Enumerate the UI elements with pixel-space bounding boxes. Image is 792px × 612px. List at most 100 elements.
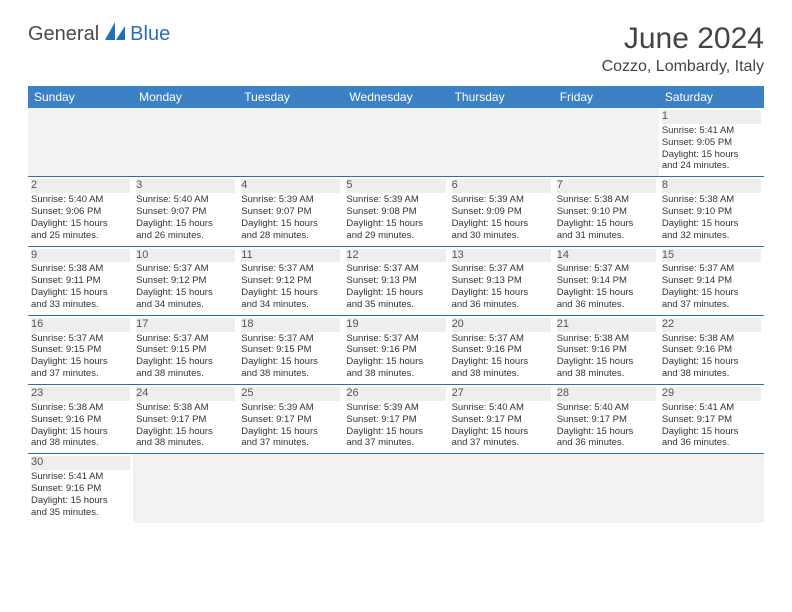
day-info-line: and 35 minutes. [31, 507, 130, 519]
day-cell: 5Sunrise: 5:39 AMSunset: 9:08 PMDaylight… [343, 177, 448, 246]
day-number: 4 [241, 179, 340, 193]
day-info-line: Sunrise: 5:40 AM [136, 194, 235, 206]
weeks-container: 1Sunrise: 5:41 AMSunset: 9:05 PMDaylight… [28, 108, 764, 523]
day-info-line: Daylight: 15 hours [452, 287, 551, 299]
day-info-line: Daylight: 15 hours [346, 356, 445, 368]
month-title: June 2024 [602, 22, 764, 56]
day-info-line: Daylight: 15 hours [136, 426, 235, 438]
day-number: 10 [136, 249, 235, 263]
day-info-line: Sunset: 9:10 PM [557, 206, 656, 218]
day-cell: 9Sunrise: 5:38 AMSunset: 9:11 PMDaylight… [28, 247, 133, 316]
day-number: 24 [136, 387, 235, 401]
day-cell-blank [659, 454, 764, 522]
day-info-line: Sunrise: 5:39 AM [241, 194, 340, 206]
day-info-line: and 30 minutes. [452, 230, 551, 242]
day-cell-blank [449, 454, 554, 522]
calendar: SundayMondayTuesdayWednesdayThursdayFrid… [28, 86, 764, 523]
day-info-line: Sunrise: 5:37 AM [557, 263, 656, 275]
day-info-line: Daylight: 15 hours [662, 287, 761, 299]
day-info-line: and 25 minutes. [31, 230, 130, 242]
day-info-line: Sunrise: 5:37 AM [662, 263, 761, 275]
day-cell: 17Sunrise: 5:37 AMSunset: 9:15 PMDayligh… [133, 316, 238, 385]
day-info-line: Sunrise: 5:37 AM [136, 333, 235, 345]
day-info-line: Sunset: 9:05 PM [662, 137, 761, 149]
day-info-line: and 36 minutes. [557, 299, 656, 311]
day-info-line: Sunset: 9:07 PM [136, 206, 235, 218]
day-cell: 14Sunrise: 5:37 AMSunset: 9:14 PMDayligh… [554, 247, 659, 316]
day-cell: 29Sunrise: 5:41 AMSunset: 9:17 PMDayligh… [659, 385, 764, 454]
day-cell: 8Sunrise: 5:38 AMSunset: 9:10 PMDaylight… [659, 177, 764, 246]
day-number: 5 [346, 179, 445, 193]
day-cell: 6Sunrise: 5:39 AMSunset: 9:09 PMDaylight… [449, 177, 554, 246]
day-info-line: Daylight: 15 hours [346, 426, 445, 438]
day-cell-blank [343, 108, 448, 177]
day-number: 11 [241, 249, 340, 263]
day-number: 2 [31, 179, 130, 193]
day-number: 3 [136, 179, 235, 193]
day-info-line: and 38 minutes. [452, 368, 551, 380]
week-row: 9Sunrise: 5:38 AMSunset: 9:11 PMDaylight… [28, 247, 764, 316]
day-info-line: Sunset: 9:06 PM [31, 206, 130, 218]
day-number: 7 [557, 179, 656, 193]
day-info-line: Sunset: 9:17 PM [452, 414, 551, 426]
day-info-line: Daylight: 15 hours [452, 356, 551, 368]
day-info-line: Sunset: 9:12 PM [241, 275, 340, 287]
day-info-line: Sunset: 9:17 PM [346, 414, 445, 426]
day-number: 25 [241, 387, 340, 401]
day-info-line: and 24 minutes. [662, 160, 761, 172]
day-number: 29 [662, 387, 761, 401]
dayheader-cell: Monday [133, 86, 238, 108]
day-number: 14 [557, 249, 656, 263]
day-info-line: Sunrise: 5:38 AM [31, 263, 130, 275]
day-info-line: and 31 minutes. [557, 230, 656, 242]
day-number: 18 [241, 318, 340, 332]
day-info-line: Sunset: 9:17 PM [557, 414, 656, 426]
day-info-line: Daylight: 15 hours [452, 426, 551, 438]
day-info-line: Sunrise: 5:38 AM [136, 402, 235, 414]
day-info-line: and 36 minutes. [662, 437, 761, 449]
day-number: 16 [31, 318, 130, 332]
day-info-line: Sunrise: 5:37 AM [346, 333, 445, 345]
day-number: 1 [662, 110, 761, 124]
day-info-line: Sunset: 9:14 PM [557, 275, 656, 287]
day-info-line: Daylight: 15 hours [557, 287, 656, 299]
day-info-line: Daylight: 15 hours [31, 495, 130, 507]
day-cell: 15Sunrise: 5:37 AMSunset: 9:14 PMDayligh… [659, 247, 764, 316]
day-info-line: and 36 minutes. [557, 437, 656, 449]
day-cell: 22Sunrise: 5:38 AMSunset: 9:16 PMDayligh… [659, 316, 764, 385]
day-number: 30 [31, 456, 130, 470]
day-info-line: Daylight: 15 hours [662, 356, 761, 368]
day-info-line: and 38 minutes. [136, 437, 235, 449]
day-cell: 12Sunrise: 5:37 AMSunset: 9:13 PMDayligh… [343, 247, 448, 316]
day-info-line: Daylight: 15 hours [346, 218, 445, 230]
day-cell: 27Sunrise: 5:40 AMSunset: 9:17 PMDayligh… [449, 385, 554, 454]
day-info-line: Daylight: 15 hours [136, 356, 235, 368]
day-info-line: Sunrise: 5:39 AM [452, 194, 551, 206]
day-info-line: Sunrise: 5:38 AM [557, 333, 656, 345]
day-info-line: Daylight: 15 hours [452, 218, 551, 230]
day-info-line: Sunrise: 5:37 AM [346, 263, 445, 275]
location: Cozzo, Lombardy, Italy [602, 58, 764, 76]
day-info-line: and 32 minutes. [662, 230, 761, 242]
logo-text-blue: Blue [130, 23, 170, 46]
day-info-line: Sunset: 9:17 PM [241, 414, 340, 426]
day-info-line: Daylight: 15 hours [662, 218, 761, 230]
dayheader-cell: Saturday [659, 86, 764, 108]
day-info-line: Sunset: 9:14 PM [662, 275, 761, 287]
day-info-line: Daylight: 15 hours [346, 287, 445, 299]
day-info-line: Sunrise: 5:38 AM [662, 194, 761, 206]
day-info-line: Sunrise: 5:40 AM [31, 194, 130, 206]
day-info-line: and 34 minutes. [136, 299, 235, 311]
day-info-line: Sunrise: 5:37 AM [241, 263, 340, 275]
day-info-line: Daylight: 15 hours [31, 218, 130, 230]
title-block: June 2024 Cozzo, Lombardy, Italy [602, 22, 764, 76]
day-info-line: Sunset: 9:11 PM [31, 275, 130, 287]
day-info-line: Daylight: 15 hours [31, 426, 130, 438]
page: General Blue June 2024 Cozzo, Lombardy, … [0, 0, 792, 545]
day-info-line: Sunset: 9:16 PM [346, 344, 445, 356]
sail-icon [105, 22, 127, 47]
day-info-line: and 38 minutes. [241, 368, 340, 380]
dayheader-row: SundayMondayTuesdayWednesdayThursdayFrid… [28, 86, 764, 108]
day-info-line: Daylight: 15 hours [662, 426, 761, 438]
day-info-line: Sunset: 9:07 PM [241, 206, 340, 218]
